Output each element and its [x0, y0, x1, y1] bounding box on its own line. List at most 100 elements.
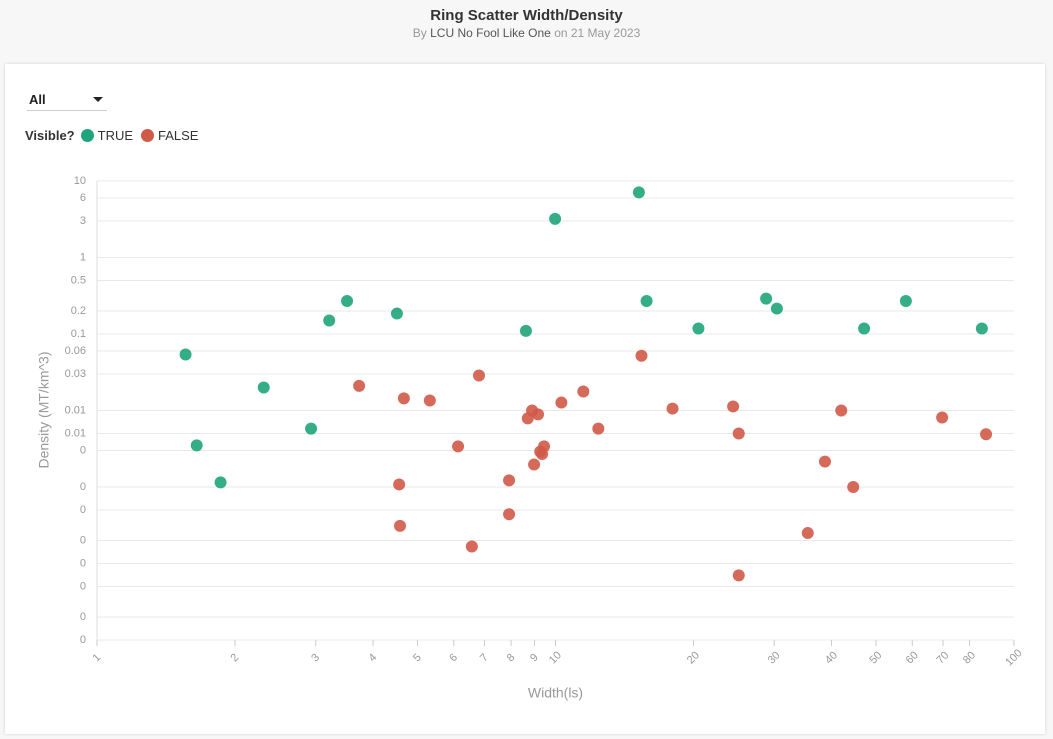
y-tick-label: 0.5	[71, 274, 86, 286]
x-tick-label: 60	[904, 649, 921, 666]
x-tick-label: 100	[1003, 647, 1024, 668]
y-tick-label: 0	[80, 557, 86, 569]
point	[394, 519, 407, 532]
x-tick-label: 70	[934, 649, 951, 666]
point	[980, 428, 993, 441]
x-tick-label: 2	[229, 652, 242, 665]
x-tick-label: 8	[505, 652, 518, 665]
point	[214, 476, 227, 489]
legend: Visible? TRUE FALSE	[25, 128, 206, 143]
dropdown-value: All	[29, 92, 46, 107]
title: Ring Scatter Width/Density	[430, 7, 623, 24]
point	[847, 481, 860, 493]
x-axis-title: Width(ls)	[528, 685, 583, 701]
point	[528, 458, 541, 471]
point	[503, 508, 516, 521]
x-tick-label: 3	[309, 652, 322, 665]
point	[179, 348, 192, 361]
point	[390, 307, 403, 320]
y-tick-label: 0	[80, 481, 86, 493]
point	[727, 400, 740, 413]
legend-label: FALSE	[158, 128, 199, 143]
point	[635, 349, 648, 362]
y-tick-label: 0	[80, 534, 86, 546]
x-tick-label: 7	[478, 652, 491, 665]
y-tick-label: 0.06	[65, 345, 86, 357]
point	[519, 324, 532, 337]
y-tick-label: 0.01	[65, 427, 86, 439]
dropdown-arrow	[93, 97, 103, 102]
point	[760, 292, 773, 305]
filter-dropdown[interactable]: All	[27, 90, 107, 111]
point	[393, 478, 406, 491]
point	[323, 314, 336, 327]
point	[835, 404, 848, 417]
y-tick-label: 0	[80, 634, 86, 646]
point	[555, 396, 568, 409]
card: All Visible? TRUE FALSE	[5, 64, 1045, 734]
legend-item[interactable]: TRUE	[80, 128, 134, 143]
point	[472, 369, 485, 382]
x-tick-label: 10	[547, 649, 564, 666]
point	[592, 422, 605, 435]
point	[532, 408, 545, 421]
point	[305, 422, 318, 435]
x-tick-label: 4	[367, 652, 380, 665]
point	[423, 394, 436, 407]
point	[640, 295, 653, 308]
x-tick-label: 40	[823, 649, 840, 666]
x-tick-label: 5	[411, 652, 424, 665]
point	[770, 302, 783, 315]
y-tick-label: 3	[80, 215, 86, 227]
point	[801, 527, 814, 540]
point	[397, 392, 410, 405]
x-tick-label: 6	[447, 652, 460, 665]
point	[538, 440, 551, 453]
point	[899, 295, 912, 308]
legend-label: TRUE	[97, 128, 134, 143]
legend-item[interactable]: FALSE	[141, 128, 198, 143]
x-tick-label: 9	[528, 652, 541, 665]
y-tick-label: 1	[80, 251, 86, 263]
point	[549, 212, 562, 225]
point	[632, 186, 645, 199]
point	[818, 455, 831, 468]
y-axis-title: Density (MT/km^3)	[36, 351, 52, 468]
legend-swatch	[141, 129, 155, 142]
y-tick-label: 0.01	[65, 404, 86, 416]
point	[190, 439, 203, 452]
x-tick-label: 30	[766, 649, 783, 666]
y-tick-label: 0	[80, 611, 86, 623]
subtitle: By LCU No Fool Like One on 21 May 2023	[0, 26, 1053, 40]
y-tick-label: 10	[74, 175, 86, 187]
point	[503, 474, 516, 487]
x-tick-label: 80	[961, 649, 978, 666]
date: on 21 May 2023	[554, 26, 641, 40]
x-tick-label: 20	[685, 649, 702, 666]
legend-title: Visible?	[25, 128, 75, 143]
y-tick-label: 0.2	[71, 305, 86, 317]
point	[666, 402, 679, 415]
legend-swatch	[80, 129, 94, 142]
point	[577, 385, 590, 398]
author[interactable]: LCU No Fool Like One	[430, 26, 551, 40]
by: By	[412, 26, 427, 40]
y-tick-label: 0.1	[71, 328, 86, 340]
y-tick-label: 0	[80, 504, 86, 516]
y-tick-label: 0	[80, 444, 86, 456]
point	[353, 379, 366, 392]
point	[858, 322, 871, 335]
point	[936, 411, 949, 424]
point	[732, 569, 745, 582]
y-tick-label: 0.03	[65, 368, 86, 380]
point	[341, 295, 354, 308]
point	[975, 322, 988, 335]
point	[452, 440, 465, 453]
point	[692, 322, 705, 335]
y-tick-label: 6	[80, 192, 86, 204]
x-tick-label: 50	[867, 649, 884, 666]
y-tick-label: 0	[80, 580, 86, 592]
point	[465, 540, 478, 553]
